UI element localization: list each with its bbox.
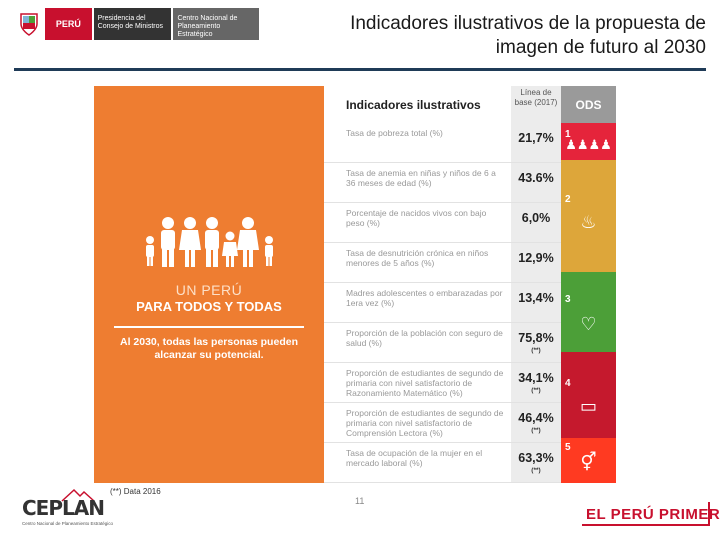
baseline-value: 46,4% [518,411,554,425]
people-icon: ♟♟♟♟ [565,137,612,152]
header-ods: ODS [561,86,616,123]
indicator-name: Porcentaje de nacidos vivos con bajo pes… [346,208,487,228]
baseline-cell: 34,1% (**) [511,363,561,402]
para-todos-heading: PARA TODOS Y TODAS [136,299,282,314]
un-peru-heading: UN PERÚ [175,282,243,298]
baseline-cell: 21,7% [511,123,561,162]
table-body: Tasa de pobreza total (%) 21,7% Tasa de … [324,123,561,483]
baseline-value: 34,1% [518,371,554,385]
table-row: Tasa de desnutrición crónica en niños me… [324,243,561,283]
slogan: EL PERÚ PRIMERO [586,506,720,523]
sdg-1-tile: 1 ♟♟♟♟ [561,123,616,160]
baseline-value: 21,7% [518,131,554,145]
baseline-cell: 12,9% [511,243,561,282]
table-row: Proporción de la población con seguro de… [324,323,561,363]
ceplan-logo: CEPLAN Centro Nacional de Planeamiento E… [22,488,113,528]
baseline-cell: 43.6% [511,163,561,202]
baseline-cell: 6,0% [511,203,561,242]
baseline-cell: 13,4% [511,283,561,322]
indicators-table: Indicadores ilustrativos Línea de base (… [324,86,616,483]
family-icon [142,216,278,268]
ceplan-subtitle: Centro Nacional de Planeamiento Estratég… [22,521,114,526]
baseline-note: (**) [531,347,541,354]
ceplan-header-label: Centro Nacional de Planeamiento Estratég… [173,8,260,40]
table-row: Proporción de estudiantes de segundo de … [324,363,561,403]
sdg-4-number: 4 [565,378,571,389]
indicator-name: Tasa de desnutrición crónica en niños me… [346,248,489,268]
ceplan-wordmark: CEPLAN [22,496,105,520]
baseline-cell: 63,3% (**) [511,443,561,482]
header-baseline: Línea de base (2017) [511,86,561,123]
baseline-value: 6,0% [521,211,551,225]
indicator-name: Proporción de estudiantes de segundo de … [346,408,504,438]
sdg-5-tile: 5 ⚥ [561,438,616,483]
indicator-name: Tasa de anemia en niñas y niños de 6 a 3… [346,168,496,188]
pcm-label: Presidencia del Consejo de Ministros [93,8,172,40]
table-row: Tasa de anemia en niñas y niños de 6 a 3… [324,163,561,203]
sdg-3-number: 3 [565,294,571,305]
vision-panel: UN PERÚ PARA TODOS Y TODAS Al 2030, toda… [94,86,324,483]
peru-label: PERÚ [45,8,92,40]
baseline-value: 13,4% [518,291,554,305]
baseline-cell: 75,8% (**) [511,323,561,362]
baseline-note: (**) [531,427,541,434]
sdg-4-tile: 4 ▭ [561,352,616,438]
baseline-value: 12,9% [518,251,554,265]
table-row: Tasa de ocupación de la mujer en el merc… [324,443,561,483]
baseline-value: 63,3% [518,451,554,465]
baseline-note: (**) [531,467,541,474]
baseline-cell: 46,4% (**) [511,403,561,442]
gender-icon: ⚥ [580,452,597,472]
baseline-value: 43.6% [518,171,554,185]
indicator-name: Madres adolescentes o embarazadas por 1e… [346,288,503,308]
sdg-3-tile: 3 ♡ [561,272,616,352]
bowl-icon: ♨ [580,212,597,232]
vision-statement: Al 2030, todas las personas pueden alcan… [120,336,298,361]
sdg-2-number: 2 [565,194,571,205]
indicator-name: Tasa de ocupación de la mujer en el merc… [346,448,483,468]
government-logo-block: PERÚ Presidencia del Consejo de Ministro… [14,8,260,40]
book-icon: ▭ [579,396,597,416]
table-row: Porcentaje de nacidos vivos con bajo pes… [324,203,561,243]
coat-of-arms-icon [14,8,43,40]
indicator-name: Tasa de pobreza total (%) [346,128,443,138]
table-row: Tasa de pobreza total (%) 21,7% [324,123,561,163]
baseline-value: 75,8% [518,331,554,345]
mountain-icon [61,488,95,502]
table-row: Madres adolescentes o embarazadas por 1e… [324,283,561,323]
sdg-5-number: 5 [565,442,571,453]
slide-title: Indicadores ilustrativos de la propuesta… [350,13,706,58]
baseline-note: (**) [531,387,541,394]
slogan-frame [582,502,710,526]
sdg-2-tile: 2 ♨ [561,160,616,272]
header-indicators: Indicadores ilustrativos [324,86,511,123]
indicator-name: Proporción de la población con seguro de… [346,328,503,348]
title-divider [14,68,706,71]
table-row: Proporción de estudiantes de segundo de … [324,403,561,443]
heartbeat-icon: ♡ [580,314,597,334]
footnote: (**) Data 2016 [110,487,161,496]
sdg-1-number: 1 [565,129,571,140]
indicator-name: Proporción de estudiantes de segundo de … [346,368,504,398]
page-number: 11 [355,496,365,506]
panel-divider [114,326,304,328]
